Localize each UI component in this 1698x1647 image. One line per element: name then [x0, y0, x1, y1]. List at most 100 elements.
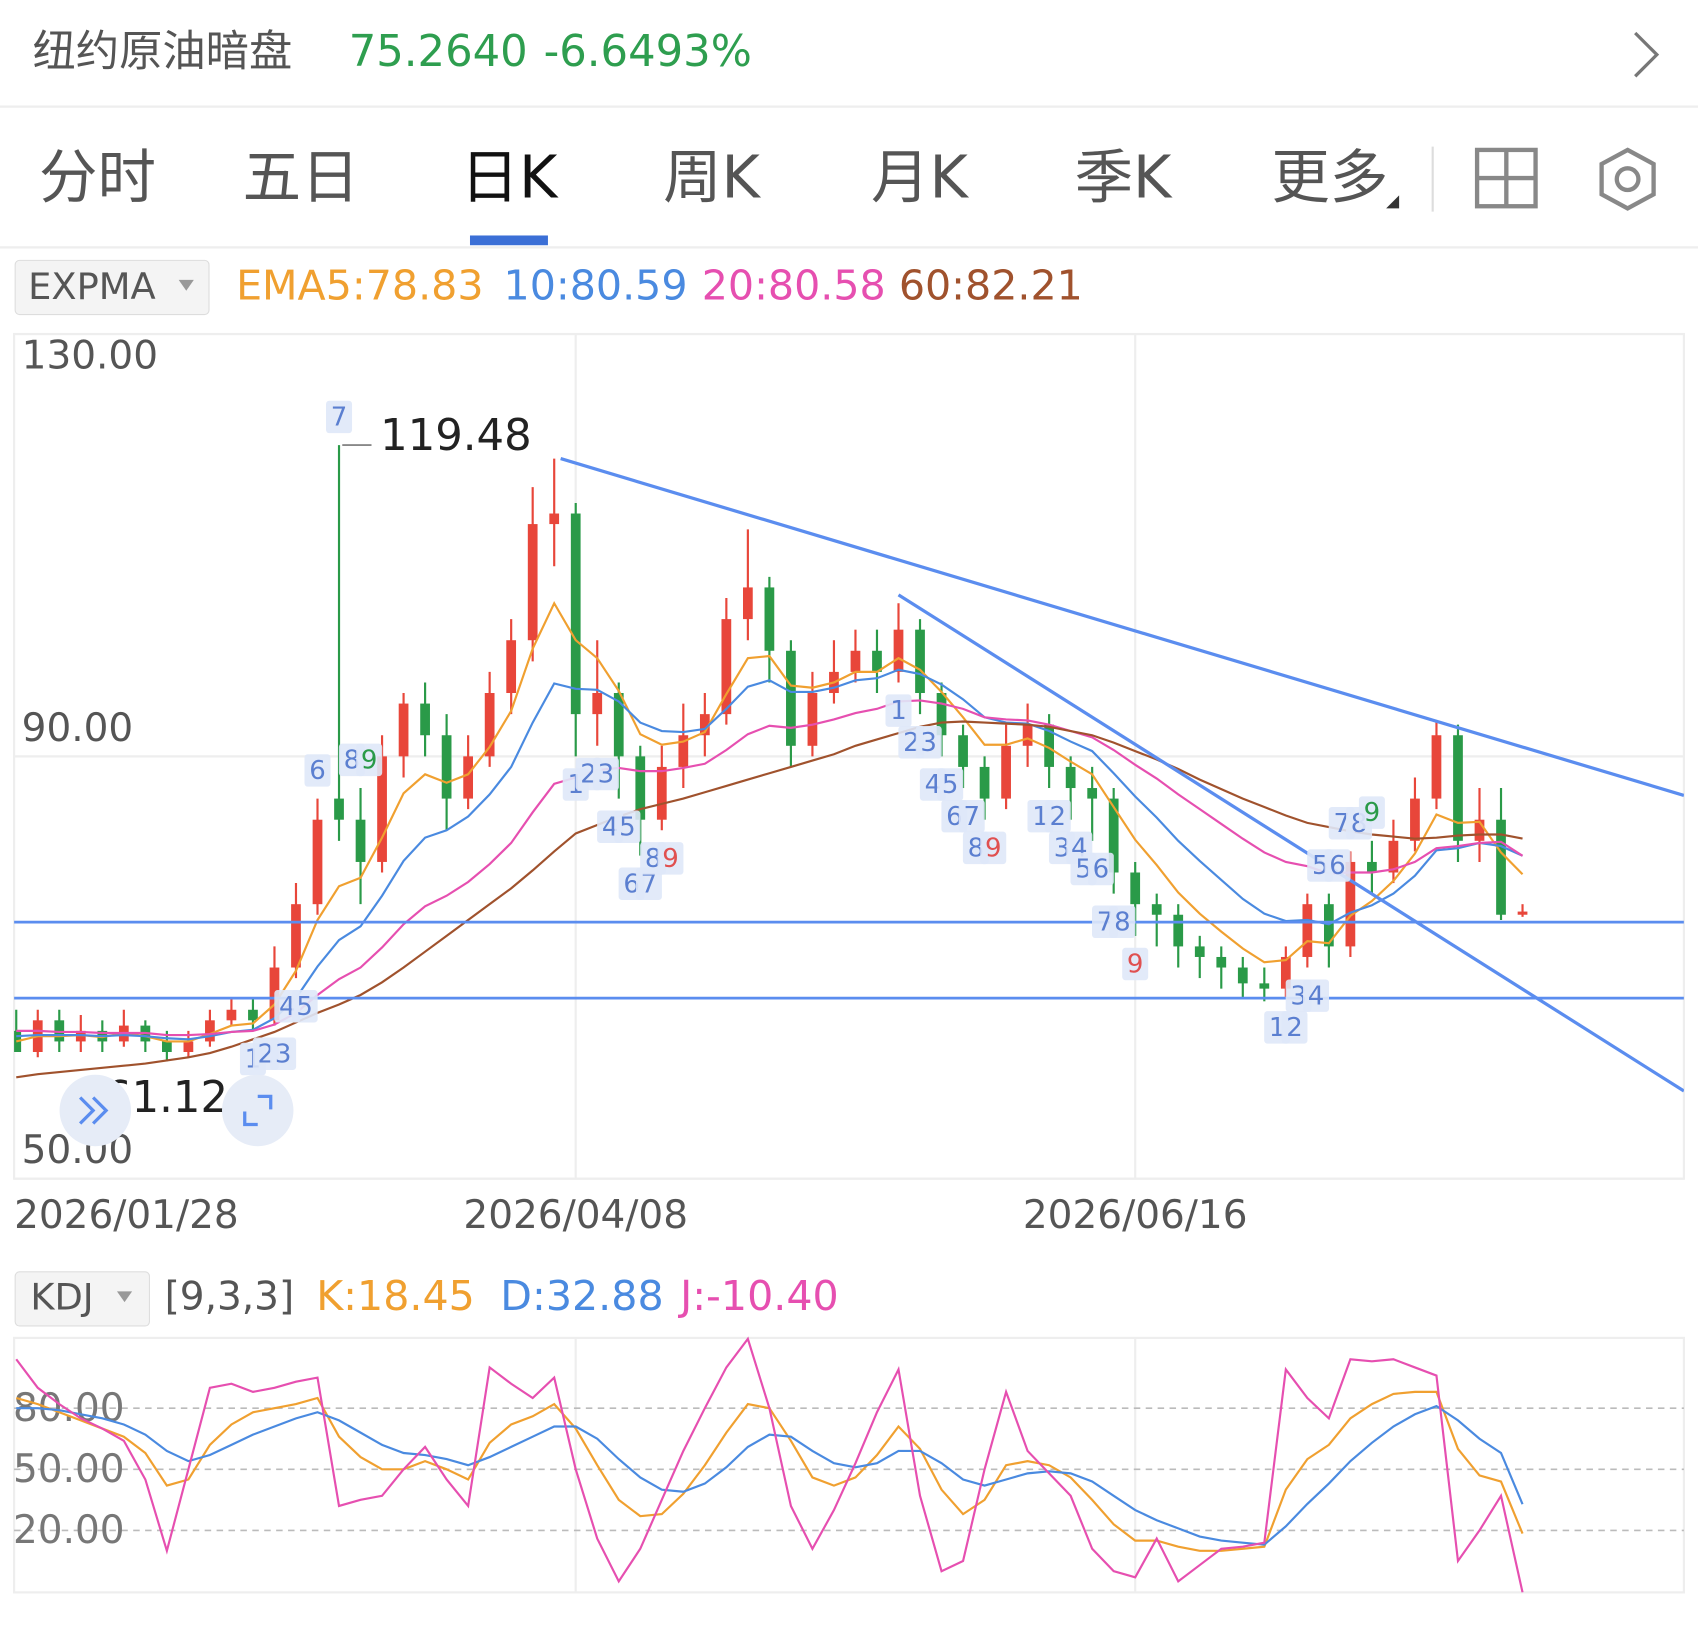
marker-box — [304, 754, 331, 787]
settings-icon[interactable] — [1599, 147, 1656, 211]
marker-box — [937, 768, 964, 801]
sequence-marker: 2 — [1050, 802, 1067, 832]
candle-body — [334, 798, 344, 820]
y-tick-label: 130.00 — [22, 333, 158, 378]
legend-entry: K:18.45 — [316, 1272, 475, 1320]
marker-box — [1303, 979, 1330, 1012]
dropdown-arrow — [116, 1291, 133, 1303]
candle-body — [699, 714, 710, 736]
tab[interactable]: 周K — [663, 143, 761, 211]
candle-body — [613, 693, 624, 757]
candle-body — [1302, 904, 1313, 957]
candle-body — [872, 650, 882, 672]
sequence-marker: 3 — [1290, 981, 1307, 1011]
candle-body — [786, 650, 796, 746]
candle-body — [1517, 911, 1528, 915]
sequence-marker: 8 — [344, 745, 361, 775]
dropdown-arrow — [178, 279, 194, 291]
candle-body — [377, 756, 387, 862]
chevron-right[interactable] — [1634, 31, 1660, 78]
candle-body — [484, 693, 495, 757]
last-price: 75.2640 — [349, 27, 528, 77]
sequence-marker: 5 — [1075, 855, 1092, 885]
sequence-marker: 1 — [1269, 1013, 1286, 1043]
sequence-marker: 6 — [1329, 851, 1346, 881]
sequence-marker: 9 — [1127, 950, 1144, 980]
legend-entry: 60:82.21 — [899, 262, 1083, 310]
ema-line — [15, 600, 1524, 1043]
trend-line — [897, 593, 1684, 1093]
expand-icon — [257, 1094, 273, 1110]
candle-body — [958, 735, 968, 767]
kdj-line — [16, 1404, 1524, 1546]
ema-line — [16, 699, 1524, 1037]
y-tick-label: 50.00 — [13, 1447, 125, 1492]
candle-body — [592, 693, 603, 715]
sequence-marker: 2 — [903, 728, 920, 758]
indicator-name: KDJ — [30, 1275, 93, 1318]
candle-body — [979, 766, 990, 799]
candle-body — [635, 756, 646, 820]
candle-body — [742, 587, 753, 620]
sequence-marker: 6 — [623, 869, 640, 899]
candle-body — [915, 629, 925, 694]
sequence-marker: 6 — [946, 802, 963, 832]
legend-entry: D:32.88 — [500, 1272, 663, 1320]
sequence-marker: 8 — [968, 833, 985, 863]
candle-body — [420, 703, 430, 736]
marker-box — [1044, 799, 1071, 833]
grid-icon[interactable] — [1474, 147, 1538, 209]
candle-body — [355, 819, 366, 862]
instrument-name: 纽约原油暗盘 — [32, 27, 292, 77]
tab[interactable]: 月K — [871, 143, 969, 211]
marker-box — [885, 694, 912, 727]
candle-body — [1194, 946, 1205, 957]
sequence-marker: 9 — [662, 844, 679, 874]
scroll-icon — [78, 1096, 96, 1125]
candle-body — [936, 693, 947, 736]
tab[interactable]: 季K — [1075, 143, 1173, 211]
ema-line — [16, 720, 1523, 1079]
candle-body — [721, 619, 732, 715]
price-change: -6.6493% — [544, 27, 752, 77]
legend-entry: 20:80.58 — [702, 262, 886, 310]
x-tick-label: 2026/06/16 — [1023, 1193, 1248, 1238]
sequence-marker: 5 — [1312, 851, 1329, 881]
marker-box — [614, 810, 641, 843]
candle-body — [441, 735, 452, 799]
sequence-marker: 3 — [1054, 833, 1071, 863]
tab[interactable]: 更多 — [1271, 143, 1388, 211]
candle-body — [678, 735, 689, 767]
candle-body — [1431, 735, 1442, 799]
tab[interactable]: 五日 — [243, 143, 360, 211]
ema-line — [16, 668, 1523, 1041]
sequence-marker: 4 — [279, 992, 296, 1022]
indicator-selector[interactable] — [14, 259, 210, 316]
sequence-marker: 7 — [331, 403, 348, 433]
candle-body — [205, 1020, 215, 1042]
tab[interactable]: 分时 — [39, 143, 156, 211]
candle-body — [226, 1009, 237, 1021]
marker-box — [592, 757, 619, 791]
marker-box — [270, 1037, 297, 1070]
candle-body — [1367, 861, 1377, 873]
tab[interactable]: 日K — [461, 143, 559, 211]
candle-body — [656, 766, 667, 820]
candle-body — [1001, 745, 1011, 799]
marker-box — [1324, 849, 1351, 882]
indicator-selector[interactable] — [14, 1271, 150, 1327]
candle-body — [1237, 967, 1248, 984]
plot-frame — [12, 1336, 1686, 1594]
sequence-marker: 3 — [275, 1039, 292, 1069]
sequence-marker: 8 — [1114, 907, 1131, 937]
x-tick-label: 2026/01/28 — [14, 1193, 239, 1238]
sequence-marker: 5 — [942, 770, 959, 800]
sequence-marker: 4 — [602, 812, 619, 842]
kdj-plot — [15, 1336, 1524, 1593]
sequence-marker: 2 — [1286, 1013, 1303, 1043]
candle-body — [1410, 798, 1420, 841]
marker-box — [326, 400, 353, 434]
expand-button[interactable] — [221, 1074, 294, 1147]
sequence-marker: 1 — [890, 696, 907, 726]
y-tick-label: 20.00 — [13, 1508, 125, 1553]
